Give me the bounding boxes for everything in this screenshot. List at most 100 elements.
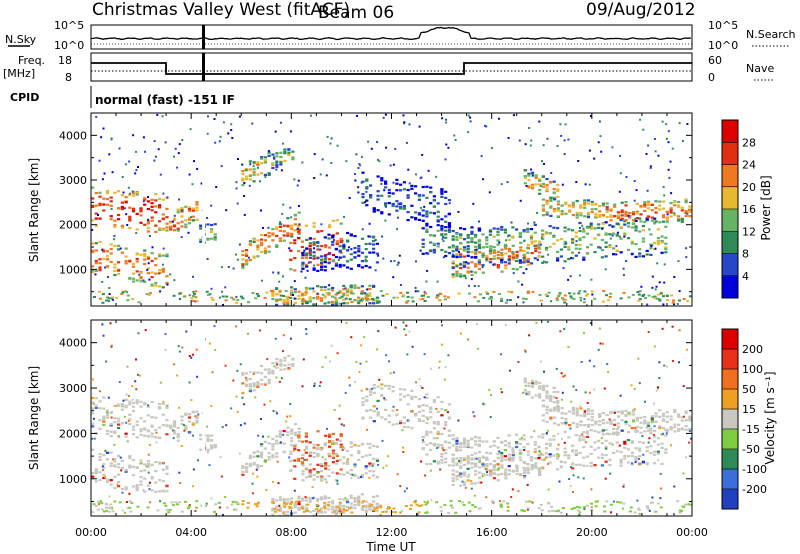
echo-cell — [327, 252, 331, 256]
echo-cell — [634, 218, 637, 221]
echo-cell — [604, 245, 608, 248]
echo-cell — [669, 418, 673, 421]
echo-cell — [256, 244, 260, 247]
echo-cell — [282, 504, 286, 507]
echo-cell — [639, 213, 643, 216]
echo-cell — [530, 183, 535, 186]
echo-cell — [421, 214, 425, 217]
echo-cell — [548, 455, 552, 458]
echo-cell — [289, 459, 293, 462]
echo-cell — [381, 439, 384, 442]
echo-cell — [665, 295, 669, 298]
echo-cell — [187, 420, 192, 423]
colorbar-tick-label: 50 — [742, 383, 756, 396]
echo-cell — [631, 253, 633, 256]
echo-cell — [263, 296, 267, 299]
echo-cell — [206, 449, 210, 452]
echo-cell — [440, 455, 444, 458]
echo-cell — [402, 294, 406, 297]
echo-cell — [263, 403, 266, 406]
echo-cell — [417, 195, 421, 198]
echo-cell — [541, 255, 545, 258]
echo-cell — [440, 408, 444, 411]
echo-cell — [608, 442, 612, 445]
echo-cell — [236, 369, 239, 372]
echo-cell — [470, 278, 473, 281]
echo-cell — [462, 228, 467, 231]
echo-cell — [384, 204, 388, 207]
echo-cell — [477, 240, 482, 243]
echo-cell — [124, 470, 128, 473]
echo-cell — [302, 299, 306, 302]
echo-cell — [417, 213, 421, 216]
echo-cell — [504, 468, 508, 471]
echo-cell — [293, 502, 297, 505]
echo-cell — [116, 483, 119, 486]
echo-cell — [619, 501, 623, 504]
echo-cell — [527, 393, 531, 396]
echo-cell — [654, 412, 658, 415]
echo-cell — [477, 251, 482, 254]
echo-cell — [289, 452, 293, 456]
echo-cell — [444, 452, 448, 455]
echo-cell — [282, 295, 286, 297]
echo-cell — [455, 264, 459, 267]
echo-cell — [256, 501, 260, 504]
echo-cell — [574, 231, 578, 234]
echo-cell — [569, 295, 573, 298]
echo-cell — [143, 477, 147, 480]
echo-cell — [488, 462, 493, 465]
echo-cell — [260, 464, 264, 468]
echo-cell — [235, 502, 239, 504]
echo-cell — [191, 183, 194, 186]
echo-cell — [338, 263, 342, 266]
echo-cell — [353, 284, 357, 287]
echo-cell — [384, 186, 388, 189]
echo-cell — [113, 274, 117, 277]
echo-cell — [649, 166, 652, 169]
echo-cell — [245, 462, 249, 465]
echo-cell — [364, 500, 368, 503]
echo-cell — [500, 300, 504, 302]
echo-cell — [451, 453, 455, 456]
echo-cell — [257, 166, 259, 169]
echo-cell — [455, 445, 459, 449]
echo-cell — [120, 224, 124, 227]
echo-cell — [275, 452, 279, 455]
echo-cell — [173, 214, 176, 217]
echo-cell — [507, 445, 511, 448]
echo-cell — [586, 412, 590, 415]
echo-cell — [252, 383, 256, 386]
echo-cell — [488, 250, 493, 253]
echo-cell — [208, 464, 211, 467]
echo-cell — [579, 424, 583, 427]
echo-cell — [466, 262, 470, 265]
echo-cell — [305, 467, 309, 470]
echo-cell — [338, 245, 342, 248]
echo-cell — [93, 437, 96, 440]
echo-cell — [182, 295, 186, 298]
echo-cell — [550, 505, 553, 508]
echo-cell — [245, 384, 249, 388]
echo-cell — [353, 251, 357, 254]
echo-cell — [357, 167, 360, 169]
echo-cell — [417, 218, 421, 221]
echo-cell — [165, 275, 169, 278]
echo-cell — [466, 266, 470, 269]
echo-cell — [654, 420, 658, 423]
echo-cell — [124, 432, 128, 435]
echo-cell — [631, 451, 634, 454]
echo-cell — [634, 461, 637, 464]
echo-cell — [297, 297, 301, 300]
echo-cell — [442, 256, 445, 259]
echo-cell — [624, 219, 628, 222]
echo-cell — [582, 438, 586, 441]
velocity-frame — [90, 319, 693, 517]
echo-cell — [541, 384, 545, 387]
echo-cell — [402, 114, 405, 117]
echo-cell — [677, 204, 681, 207]
echo-cell — [277, 509, 281, 512]
colorbar-tick-label: 15 — [742, 403, 756, 416]
echo-cell — [533, 221, 536, 224]
echo-cell — [507, 469, 512, 472]
